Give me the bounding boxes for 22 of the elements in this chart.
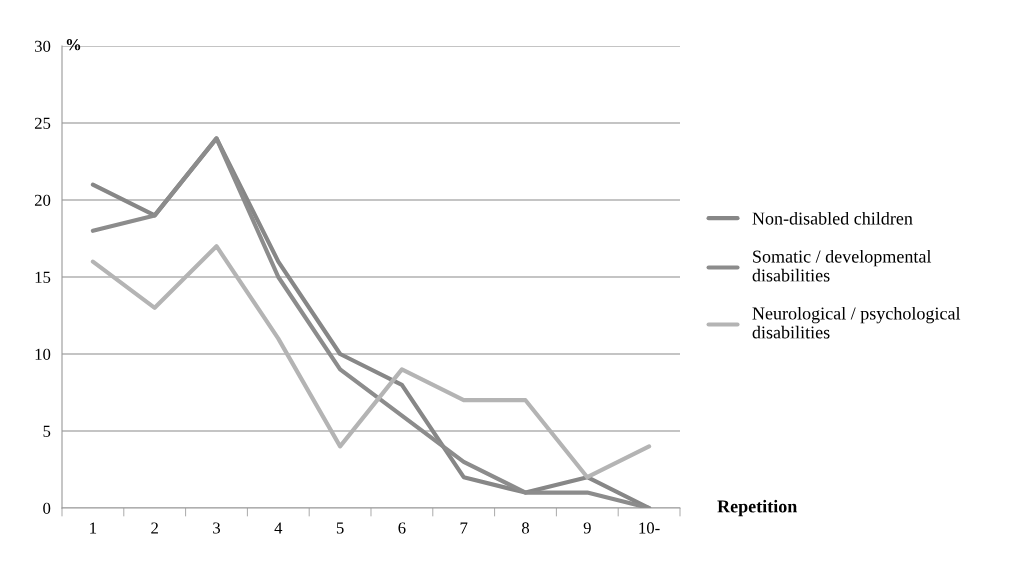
legend-label: Non-disabled children	[752, 211, 913, 225]
x-tick-label: 2	[151, 522, 158, 534]
y-tick-label: 20	[34, 194, 51, 206]
y-tick-label: 0	[43, 502, 51, 514]
y-axis-title: %	[66, 38, 81, 51]
y-tick-label: 5	[43, 425, 51, 437]
x-tick-label: 5	[336, 522, 344, 534]
x-tick-label: 1	[90, 522, 97, 534]
x-tick-label: 9	[583, 522, 591, 534]
y-tick-label: 25	[34, 117, 51, 129]
x-tick-label: 10-	[639, 522, 660, 534]
legend-label: Somatic / developmental disabilities	[752, 249, 932, 282]
x-tick-label: 6	[398, 522, 406, 534]
x-tick-label: 8	[521, 522, 530, 534]
x-tick-label: 7	[460, 522, 468, 534]
legend-label: Neurological / psychological disabilities	[752, 306, 961, 339]
y-tick-label: 10	[35, 348, 51, 360]
x-tick-label: 4	[274, 522, 283, 534]
y-tick-label: 30	[35, 40, 51, 52]
x-tick-label: 3	[213, 522, 221, 534]
x-axis-title: Repetition	[717, 499, 798, 517]
y-tick-label: 15	[35, 271, 51, 283]
